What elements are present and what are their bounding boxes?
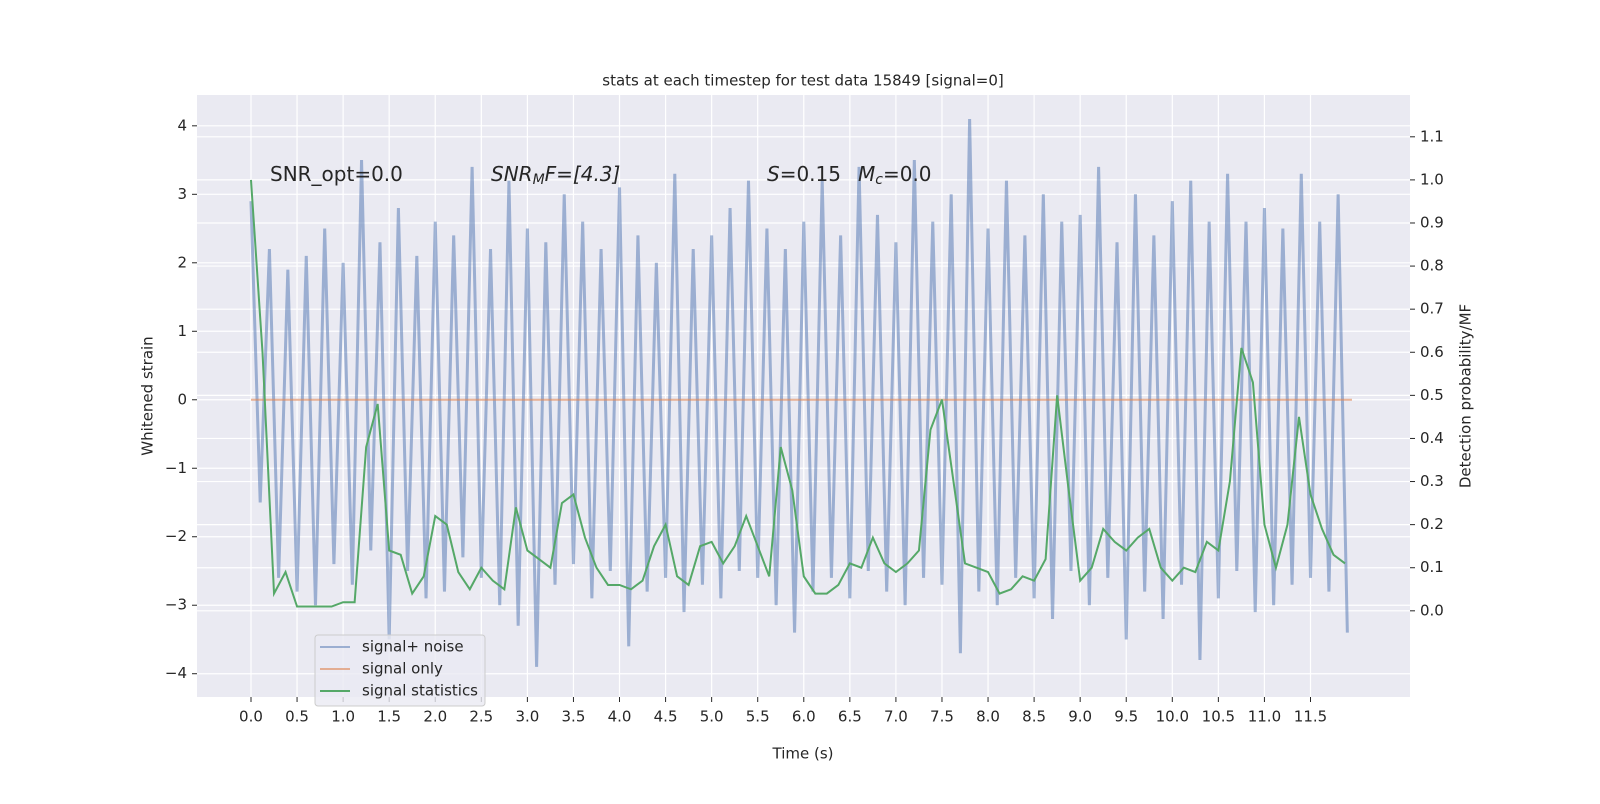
x-tick-label: 2.0 xyxy=(423,708,447,726)
y2-tick-label: 0.5 xyxy=(1420,386,1444,404)
annotation-text: M xyxy=(858,162,875,186)
x-tick-label: 10.5 xyxy=(1202,708,1235,726)
annotation: SNR_opt=0.0 xyxy=(270,162,403,186)
x-tick-label: 5.5 xyxy=(746,708,770,726)
annotation-text: F=[4.3] xyxy=(545,162,621,186)
y-tick-label: 0 xyxy=(177,390,187,408)
y2-tick-label: 0.1 xyxy=(1420,558,1444,576)
y-axis-label: Whitened strain xyxy=(139,336,157,455)
legend-label: signal only xyxy=(362,660,443,678)
x-tick-label: 1.0 xyxy=(331,708,355,726)
x-tick-label: 6.5 xyxy=(838,708,862,726)
y2-tick-label: 0.4 xyxy=(1420,429,1444,447)
annotation-text: SNR xyxy=(491,162,533,186)
y2-tick-label: 0.6 xyxy=(1420,343,1444,361)
y2-tick-label: 1.0 xyxy=(1420,170,1444,188)
x-tick-label: 11.0 xyxy=(1248,708,1281,726)
legend-label: signal statistics xyxy=(362,682,478,700)
x-tick-label: 7.0 xyxy=(884,708,908,726)
x-axis-label: Time (s) xyxy=(772,745,834,763)
x-tick-label: 4.5 xyxy=(654,708,678,726)
x-tick-label: 0.0 xyxy=(239,708,263,726)
chart-title: stats at each timestep for test data 158… xyxy=(602,72,1003,90)
annotation: S=0.15 xyxy=(767,162,841,186)
annotation: SNRMF=[4.3] xyxy=(491,162,620,189)
x-tick-label: 6.0 xyxy=(792,708,816,726)
series-line xyxy=(249,179,1346,608)
annotation-text: SNR_opt=0.0 xyxy=(270,162,403,186)
annotation-sub: M xyxy=(533,172,545,188)
annotation: Mc=0.0 xyxy=(858,162,932,189)
x-tick-label: 9.5 xyxy=(1114,708,1138,726)
annotation-text: =0.15 xyxy=(780,162,841,186)
x-tick-label: 9.0 xyxy=(1068,708,1092,726)
x-tick-label: 3.5 xyxy=(562,708,586,726)
y-tick-label: 1 xyxy=(177,322,187,340)
y2-tick-label: 0.3 xyxy=(1420,472,1444,490)
y2-tick-label: 0.0 xyxy=(1420,601,1444,619)
y-tick-label: 3 xyxy=(177,185,187,203)
y-tick-label: 2 xyxy=(177,253,187,271)
x-tick-label: 8.0 xyxy=(976,708,1000,726)
x-tick-label: 3.0 xyxy=(515,708,539,726)
x-tick-label: 11.5 xyxy=(1294,708,1327,726)
y2-tick-label: 1.1 xyxy=(1420,127,1444,145)
y-tick-label: −4 xyxy=(165,664,187,682)
x-tick-label: 4.0 xyxy=(608,708,632,726)
legend-box xyxy=(314,634,486,707)
y2-tick-label: 0.2 xyxy=(1420,515,1444,533)
y2-tick-label: 0.9 xyxy=(1420,213,1444,231)
y-tick-label: −1 xyxy=(165,459,187,477)
y-tick-label: −2 xyxy=(165,527,187,545)
x-tick-label: 10.0 xyxy=(1156,708,1189,726)
y-tick-label: −3 xyxy=(165,596,187,614)
y2-tick-label: 0.8 xyxy=(1420,257,1444,275)
x-tick-label: 7.5 xyxy=(930,708,954,726)
y2-tick-label: 0.7 xyxy=(1420,300,1444,318)
x-tick-label: 8.5 xyxy=(1022,708,1046,726)
legend-label: signal+ noise xyxy=(362,638,464,656)
annotation-text: =0.0 xyxy=(883,162,932,186)
x-tick-label: 1.5 xyxy=(377,708,401,726)
annotation-sub: c xyxy=(875,172,883,188)
x-tick-label: 0.5 xyxy=(285,708,309,726)
x-tick-label: 2.5 xyxy=(469,708,493,726)
x-tick-label: 5.0 xyxy=(700,708,724,726)
annotation-text: S xyxy=(767,162,780,186)
series-line xyxy=(249,118,1349,667)
y-tick-label: 4 xyxy=(177,116,187,134)
y2-axis-label: Detection probability/MF xyxy=(1457,304,1475,488)
